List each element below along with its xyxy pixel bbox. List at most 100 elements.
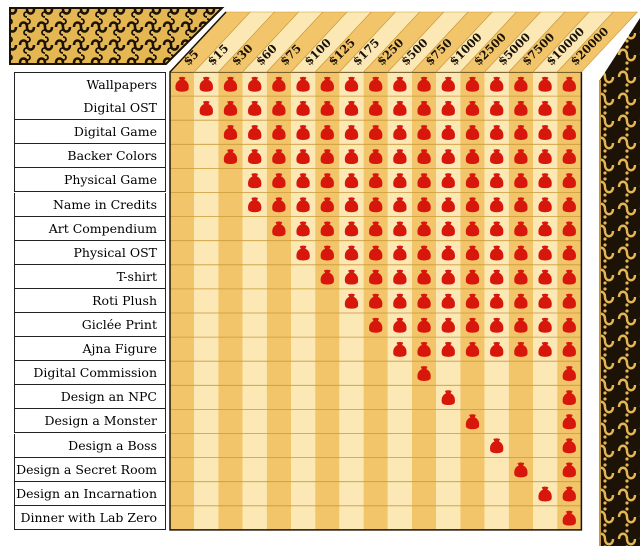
reward-marker — [562, 76, 576, 92]
reward-marker — [344, 125, 359, 140]
reward-marker — [465, 414, 480, 430]
reward-marker — [393, 317, 407, 333]
reward-marker — [296, 173, 310, 189]
reward-marker — [344, 101, 359, 116]
reward-marker — [538, 221, 552, 237]
reward-label: Digital Game — [14, 120, 166, 145]
reward-marker — [562, 390, 576, 406]
reward-marker — [538, 245, 552, 261]
reward-marker — [272, 76, 286, 92]
reward-marker — [490, 293, 504, 309]
reward-marker — [538, 125, 552, 140]
tier-column — [291, 72, 316, 530]
reward-marker — [490, 438, 504, 454]
reward-marker — [417, 245, 431, 261]
reward-marker — [320, 221, 334, 237]
reward-marker — [562, 125, 576, 140]
reward-marker — [441, 101, 455, 116]
reward-marker — [514, 342, 528, 357]
reward-marker — [393, 173, 407, 189]
reward-marker — [562, 510, 576, 526]
reward-marker — [490, 149, 504, 165]
reward-marker — [514, 317, 528, 333]
reward-marker — [465, 245, 480, 261]
tier-column — [315, 72, 340, 530]
reward-marker — [320, 269, 334, 285]
reward-marker — [514, 462, 528, 478]
reward-marker — [562, 366, 576, 381]
reward-marker — [320, 197, 334, 213]
reward-marker — [465, 269, 480, 285]
reward-marker — [296, 197, 310, 213]
reward-marker — [538, 197, 552, 213]
reward-marker — [465, 76, 480, 92]
reward-marker — [490, 317, 504, 333]
reward-marker — [538, 149, 552, 165]
reward-label: T-shirt — [14, 264, 166, 289]
reward-marker — [369, 317, 383, 333]
reward-marker — [562, 101, 576, 116]
reward-marker — [417, 197, 431, 213]
reward-marker — [417, 149, 431, 165]
reward-marker — [369, 293, 383, 309]
reward-marker — [369, 149, 383, 165]
reward-label: Physical OST — [14, 240, 166, 265]
reward-marker — [344, 269, 359, 285]
reward-marker — [344, 173, 359, 189]
reward-marker — [538, 173, 552, 189]
reward-marker — [417, 76, 431, 92]
reward-marker — [417, 173, 431, 189]
reward-marker — [272, 149, 286, 165]
reward-marker — [562, 221, 576, 237]
reward-marker — [441, 221, 455, 237]
reward-marker — [272, 125, 286, 140]
reward-marker — [465, 221, 480, 237]
reward-marker — [344, 197, 359, 213]
reward-marker — [562, 438, 576, 454]
reward-marker — [538, 269, 552, 285]
reward-marker — [393, 245, 407, 261]
tier-column — [266, 72, 291, 530]
ornament-right-border — [599, 18, 640, 546]
reward-marker — [369, 173, 383, 189]
reward-marker — [441, 293, 455, 309]
reward-marker — [562, 149, 576, 165]
reward-marker — [490, 125, 504, 140]
reward-marker — [465, 293, 480, 309]
ornament-top-left — [9, 7, 225, 65]
tier-column — [194, 72, 219, 530]
reward-marker — [441, 149, 455, 165]
reward-marker — [223, 125, 238, 140]
reward-marker — [393, 269, 407, 285]
reward-marker — [562, 342, 576, 357]
reward-marker — [417, 125, 431, 140]
reward-label: Roti Plush — [14, 288, 166, 313]
reward-marker — [344, 245, 359, 261]
reward-marker — [562, 462, 576, 478]
reward-label: Name in Credits — [14, 192, 166, 217]
reward-marker — [514, 221, 528, 237]
reward-label: Design a Secret Room — [14, 457, 166, 482]
reward-marker — [465, 125, 480, 140]
reward-marker — [369, 197, 383, 213]
reward-marker — [272, 173, 286, 189]
reward-marker — [320, 173, 334, 189]
reward-marker — [296, 76, 310, 92]
reward-marker — [199, 101, 213, 116]
reward-marker — [441, 317, 455, 333]
reward-marker — [320, 101, 334, 116]
reward-label: Wallpapers — [14, 72, 166, 98]
reward-marker — [417, 293, 431, 309]
reward-marker — [441, 342, 455, 357]
header-edge — [169, 11, 227, 73]
reward-marker — [562, 269, 576, 285]
reward-marker — [417, 101, 431, 116]
reward-marker — [393, 342, 407, 357]
reward-label: Backer Colors — [14, 144, 166, 169]
reward-marker — [465, 101, 480, 116]
reward-marker — [490, 76, 504, 92]
tier-header: $5 $15$30$60$75$100$125$175$250$500$750$1… — [169, 11, 639, 73]
reward-marker — [417, 317, 431, 333]
reward-marker — [465, 197, 480, 213]
